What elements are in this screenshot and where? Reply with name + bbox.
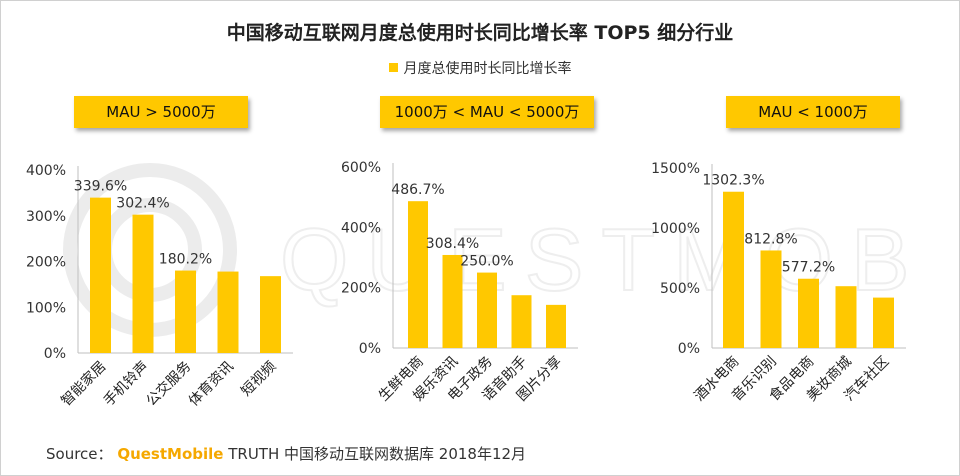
data-label: 1302.3% — [702, 173, 764, 189]
bar — [798, 278, 819, 348]
source-suffix: TRUTH 中国移动互联网数据库 2018年12月 — [228, 445, 527, 463]
data-label: 339.6% — [74, 179, 127, 195]
category-label: 短视频 — [238, 359, 279, 400]
data-label: 180.2% — [159, 252, 212, 268]
bar — [442, 254, 463, 348]
group-label-large-mau: MAU > 5000万 — [74, 96, 248, 128]
group-label-small-mau: MAU < 1000万 — [726, 96, 900, 128]
source-note: Source： QuestMobile TRUTH 中国移动互联网数据库 201… — [46, 443, 526, 464]
data-label: 250.0% — [460, 254, 513, 270]
bar — [260, 276, 281, 353]
y-tick-label: 100% — [26, 300, 66, 316]
source-prefix: Source： — [46, 445, 113, 463]
y-tick-label: 400% — [26, 163, 66, 179]
bar — [723, 191, 744, 348]
y-tick-label: 200% — [341, 281, 381, 297]
bar — [408, 201, 428, 348]
data-label: 577.2% — [782, 260, 835, 276]
bar — [132, 214, 154, 353]
legend-swatch — [388, 63, 398, 72]
y-tick-label: 0% — [678, 341, 700, 357]
category-label: 手机铃声 — [101, 359, 152, 410]
legend-label: 月度总使用时长同比增长率 — [403, 61, 572, 77]
category-label: 智能家居 — [58, 358, 110, 410]
y-tick-label: 600% — [341, 160, 381, 176]
watermark-logo: QUESTMOBILE — [63, 163, 920, 337]
data-label: 302.4% — [116, 196, 169, 212]
data-label: 308.4% — [426, 236, 479, 252]
bar — [90, 197, 111, 353]
chart-title: 中国移动互联网月度总使用时长同比增长率 TOP5 细分行业 — [226, 22, 734, 44]
data-label: 486.7% — [391, 182, 444, 198]
y-tick-label: 200% — [26, 255, 66, 271]
source-brand: QuestMobile — [117, 445, 224, 463]
group-label-mid-mau: 1000万 < MAU < 5000万 — [380, 96, 594, 128]
bar — [217, 271, 239, 353]
y-tick-label: 500% — [660, 281, 700, 297]
bar — [477, 272, 497, 348]
bar — [760, 250, 782, 348]
data-label: 812.8% — [744, 231, 797, 247]
y-tick-label: 1500% — [651, 161, 700, 177]
y-tick-label: 1000% — [651, 221, 700, 237]
category-label: 公交服务 — [143, 358, 195, 410]
y-tick-label: 0% — [44, 346, 66, 362]
y-tick-label: 300% — [26, 209, 66, 225]
y-tick-label: 400% — [341, 220, 381, 236]
legend: 月度总使用时长同比增长率 — [0, 58, 960, 78]
bar — [835, 286, 857, 348]
bar — [175, 270, 196, 353]
bar — [546, 304, 566, 348]
y-tick-label: 0% — [359, 341, 381, 357]
bar — [873, 297, 894, 348]
category-label: 体育资讯 — [186, 359, 237, 410]
bar — [511, 295, 532, 348]
